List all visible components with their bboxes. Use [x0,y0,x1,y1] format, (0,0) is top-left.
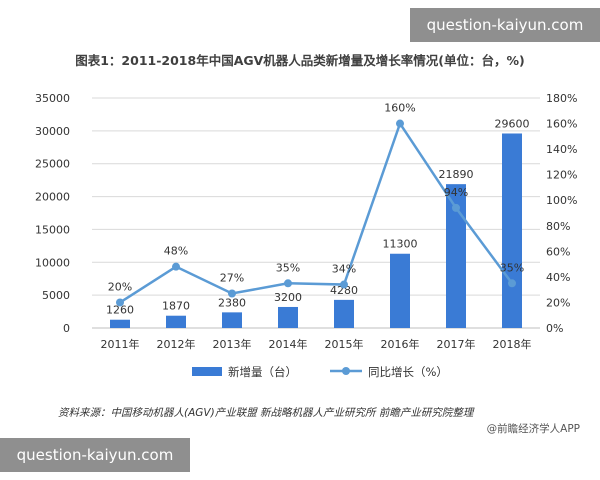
source-note: 资料来源：中国移动机器人(AGV)产业联盟 新战略机器人产业研究所 前瞻产业研究… [58,407,474,419]
credit: @前瞻经济学人APP [486,423,580,435]
growth-point [396,119,404,128]
y-right-tick-label: 0% [546,322,563,335]
growth-point [508,279,516,288]
bar [110,319,130,328]
growth-value-label: 94% [444,186,468,199]
bar-value-label: 1870 [162,300,190,313]
growth-point [284,279,292,288]
growth-value-label: 34% [332,263,356,276]
y-right-tick-label: 160% [546,118,577,131]
y-right-tick-label: 60% [546,245,570,258]
bar [166,315,186,328]
x-tick-label: 2013年 [213,337,252,351]
bar-value-label: 29600 [495,117,530,130]
y-left-tick-label: 15000 [35,223,70,236]
bar [446,184,466,328]
bar [390,253,410,328]
y-right-tick-label: 120% [546,169,577,182]
y-right-tick-label: 140% [546,143,577,156]
bar-value-label: 21890 [439,168,474,181]
bar-value-label: 4280 [330,284,358,297]
y-left-tick-label: 25000 [35,158,70,171]
bar-value-label: 2380 [218,296,246,309]
y-left-tick-label: 30000 [35,125,70,138]
chart-title: 图表1：2011-2018年中国AGV机器人品类新增量及增长率情况(单位：台，%… [75,53,525,68]
growth-point [452,203,460,212]
growth-point [172,262,180,271]
y-right-tick-label: 20% [546,296,570,309]
bar [334,299,354,328]
x-tick-label: 2015年 [325,337,364,351]
legend-line-marker [342,367,350,375]
y-left-tick-label: 20000 [35,191,70,204]
bar [502,133,522,328]
y-left-tick-label: 0 [63,322,70,335]
bar-value-label: 11300 [383,238,418,251]
growth-value-label: 160% [384,102,415,115]
x-tick-label: 2017年 [437,337,476,351]
bar-value-label: 3200 [274,291,302,304]
growth-value-label: 20% [108,280,132,293]
y-left-tick-label: 10000 [35,256,70,269]
growth-value-label: 27% [220,272,244,285]
bar [222,312,242,328]
bar [278,306,298,328]
y-left-tick-label: 35000 [35,92,70,105]
y-left-tick-label: 5000 [42,289,70,302]
y-right-tick-label: 80% [546,220,570,233]
growth-value-label: 35% [276,261,300,274]
y-right-tick-label: 40% [546,271,570,284]
growth-point [116,298,124,307]
x-tick-label: 2014年 [269,337,308,351]
x-tick-label: 2012年 [157,337,196,351]
legend-bar-swatch [192,367,222,376]
y-right-tick-label: 100% [546,194,577,207]
bar-value-label: 1260 [106,304,134,317]
growth-point [340,280,348,289]
x-tick-label: 2011年 [101,337,140,351]
x-tick-label: 2018年 [493,337,532,351]
growth-value-label: 48% [164,245,188,258]
x-tick-label: 2016年 [381,337,420,351]
legend-line-label: 同比增长（%） [368,365,448,379]
watermark-top: question-kaiyun.com [410,8,600,42]
watermark-bottom: question-kaiyun.com [0,438,190,472]
growth-line [119,120,514,304]
growth-point [228,289,236,298]
growth-value-label: 35% [500,261,524,274]
legend-bar-label: 新增量（台） [228,365,297,379]
y-right-tick-label: 180% [546,92,577,105]
